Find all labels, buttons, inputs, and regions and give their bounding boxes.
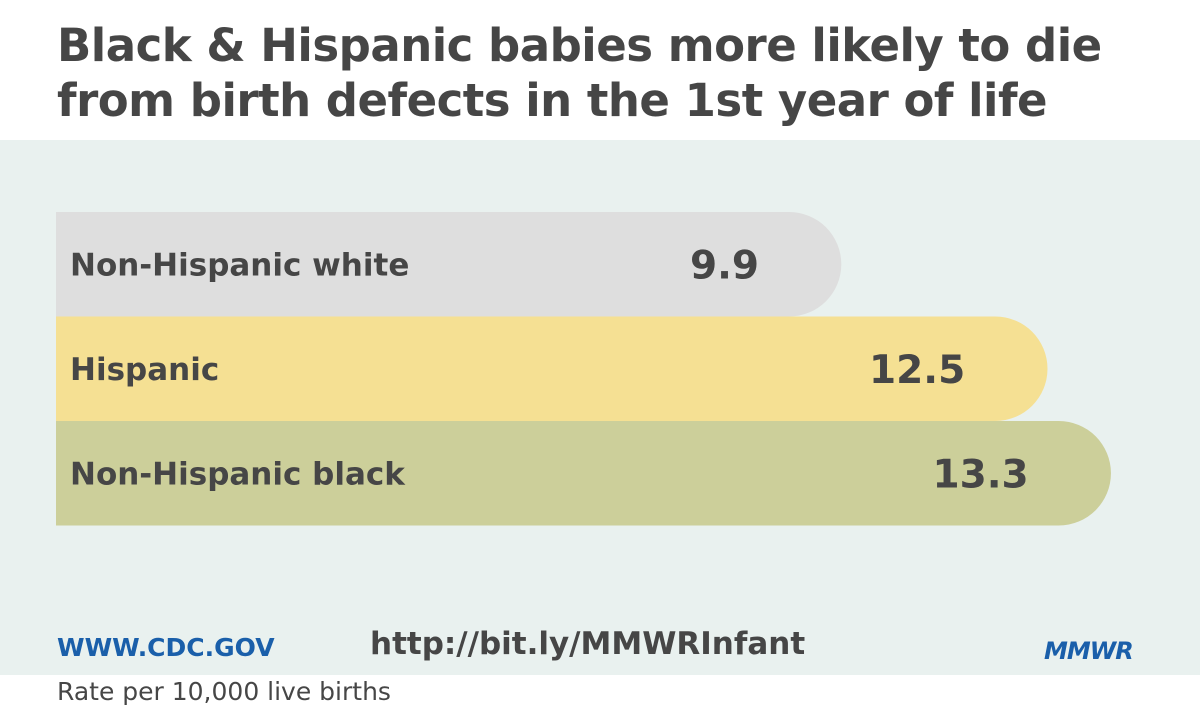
bar-non-hispanic-black: [56, 421, 1111, 526]
bar-label-non-hispanic-white: Non-Hispanic white: [70, 247, 409, 283]
page-title: Black & Hispanic babies more likely to d…: [57, 19, 1102, 127]
bar-label-non-hispanic-black: Non-Hispanic black: [70, 456, 406, 492]
bar-value-hispanic: 12.5: [869, 348, 965, 393]
mmwr-logo: MMWR: [1044, 637, 1134, 665]
bar-chart: Non-Hispanic white 9.9 Hispanic 12.5 Non-His…: [56, 212, 1111, 526]
chart-panel: Non-Hispanic white 9.9 Hispanic 12.5 Non-His…: [0, 140, 1200, 706]
mmwr-infant-link[interactable]: http://bit.ly/MMWRInfant: [370, 626, 806, 662]
header: Black & Hispanic babies more likely to d…: [0, 0, 1200, 140]
bar-hispanic: [56, 316, 1048, 421]
bar-value-non-hispanic-black: 13.3: [932, 452, 1028, 497]
unit-note: Rate per 10,000 live births: [57, 677, 391, 706]
bar-label-hispanic: Hispanic: [70, 352, 219, 388]
bar-non-hispanic-white: [56, 212, 842, 317]
cdc-website-link[interactable]: WWW.CDC.GOV: [57, 633, 275, 662]
bar-value-non-hispanic-white: 9.9: [690, 243, 759, 288]
